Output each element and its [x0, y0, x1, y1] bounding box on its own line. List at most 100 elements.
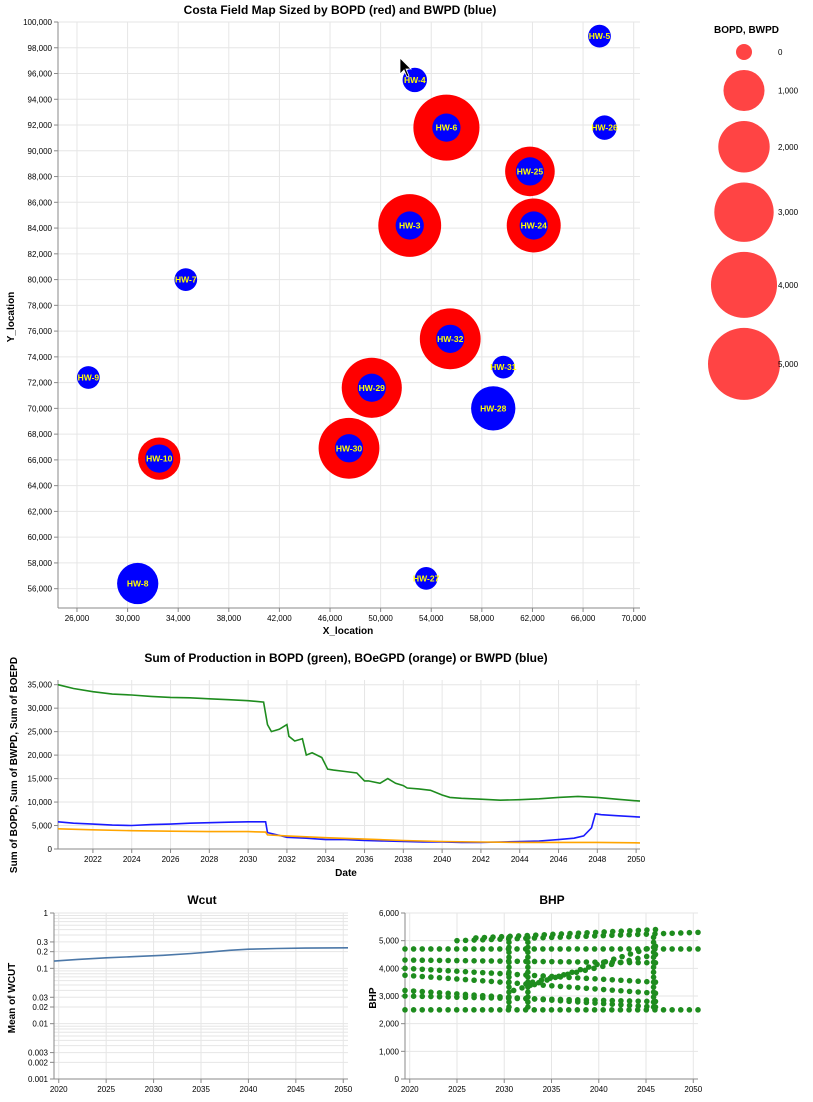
bhp-point — [462, 957, 469, 964]
map-y-tick-label: 92,000 — [28, 121, 53, 130]
well-water-bubble — [402, 67, 427, 93]
bhp-point — [643, 931, 650, 937]
legend-size-label: 5,000 — [778, 360, 799, 369]
bhp-point — [610, 956, 617, 963]
legend-size-label: 3,000 — [778, 208, 799, 217]
legend-size-circle — [718, 121, 770, 173]
wcut-x-tick-label: 2045 — [287, 1085, 305, 1094]
legend-size-circle — [723, 70, 765, 112]
wcut-ylabel: Mean of WCUT — [7, 963, 18, 1034]
bhp-point — [584, 929, 590, 936]
bhp-point — [635, 998, 641, 1004]
map-y-tick-label: 84,000 — [28, 224, 53, 233]
well-label: HW-26 — [591, 123, 618, 133]
bhp-point — [531, 996, 538, 1002]
map-x-tick-label: 42,000 — [267, 614, 292, 623]
well-label: HW-6 — [436, 123, 458, 133]
bhp-point — [497, 958, 503, 964]
wcut-x-tick-label: 2050 — [334, 1085, 352, 1094]
bhp-point — [591, 1007, 598, 1013]
production-y-tick-label: 20,000 — [28, 751, 53, 760]
production-y-tick-label: 25,000 — [28, 728, 53, 737]
bhp-point — [538, 977, 545, 983]
bhp-point — [650, 964, 657, 971]
bhp-point — [541, 931, 548, 938]
bhp-point — [600, 963, 606, 970]
bhp-x-tick-label: 2035 — [543, 1085, 561, 1094]
map-y-tick-label: 64,000 — [28, 482, 53, 491]
bhp-point — [601, 929, 607, 935]
wcut-y-tick-label: 0.002 — [28, 1058, 49, 1067]
bhp-point — [650, 974, 657, 980]
bhp-point — [506, 999, 512, 1005]
bhp-point — [402, 957, 408, 963]
bhp-point — [677, 930, 684, 936]
map-x-tick-label: 46,000 — [318, 614, 343, 623]
bhp-point — [650, 979, 657, 985]
mouse-cursor-icon — [399, 57, 412, 78]
bhp-point — [419, 966, 426, 973]
bhp-point — [496, 1007, 503, 1013]
wcut-title: Wcut — [187, 893, 216, 907]
production-chart: 2022 2024 2026 2028 2030 2032 2034 2036 2038 2040… — [28, 680, 646, 864]
bhp-point — [454, 994, 460, 1000]
bhp-point — [462, 968, 469, 975]
bhp-point — [558, 931, 565, 937]
well-label: HW-8 — [127, 579, 149, 589]
bhp-x-tick-label: 2050 — [684, 1085, 702, 1094]
bhp-point — [525, 969, 531, 976]
wcut-chart: 2020 2025 2030 2035 2040 2045 20500.0010.0020.… — [28, 909, 353, 1094]
bhp-point — [635, 955, 641, 962]
bhp-point — [410, 957, 417, 963]
bhp-point — [445, 975, 451, 982]
well-water-bubble — [519, 211, 548, 240]
legend-size-label: 1,000 — [778, 87, 799, 96]
bhp-point — [567, 930, 573, 937]
bhp-point — [618, 928, 625, 934]
bhp-point — [519, 985, 525, 991]
bhp-point — [644, 946, 650, 952]
bhp-x-tick-label: 2030 — [495, 1085, 513, 1094]
bhp-point — [428, 993, 434, 1000]
bhp-point — [419, 988, 426, 995]
production-x-tick-label: 2048 — [588, 855, 606, 864]
bhp-y-tick-label: 1,000 — [379, 1047, 400, 1056]
well-label: HW-5 — [589, 31, 611, 41]
bhp-point — [618, 977, 624, 984]
wcut-x-tick-label: 2025 — [97, 1085, 115, 1094]
bhp-point — [626, 998, 633, 1004]
wcut-y-tick-label: 0.03 — [32, 993, 48, 1002]
bhp-point — [506, 984, 512, 990]
legend-size-circle — [710, 251, 778, 318]
well-water-bubble — [145, 444, 174, 473]
bhp-point — [525, 939, 531, 946]
bhp-point — [410, 973, 417, 979]
bhp-point — [644, 998, 650, 1005]
well-label: HW-3 — [399, 220, 421, 230]
bhp-point — [410, 1007, 417, 1013]
bhp-point — [609, 1007, 615, 1013]
map-legend-title: BOPD, BWPD — [714, 25, 779, 36]
production-x-tick-label: 2028 — [200, 855, 218, 864]
bhp-y-tick-label: 0 — [395, 1075, 400, 1084]
bhp-point — [506, 979, 512, 985]
bhp-point — [583, 985, 590, 992]
bhp-point — [419, 946, 426, 952]
bhp-point — [410, 993, 417, 999]
bhp-point — [574, 959, 581, 965]
bhp-point — [529, 979, 536, 985]
bhp-point — [660, 930, 667, 937]
bhp-point — [525, 959, 531, 966]
bhp-point — [677, 946, 684, 952]
bhp-point — [436, 957, 443, 964]
bhp-point — [525, 949, 531, 956]
bhp-point — [626, 957, 632, 964]
bhp-point — [410, 946, 417, 952]
bhp-point — [525, 974, 531, 980]
bhp-point — [488, 970, 495, 976]
bhp-point — [506, 949, 512, 956]
map-ylabel: Y_location — [6, 292, 17, 343]
bhp-point — [514, 946, 520, 952]
bhp-point — [583, 946, 589, 952]
wcut-series-line — [53, 947, 349, 962]
